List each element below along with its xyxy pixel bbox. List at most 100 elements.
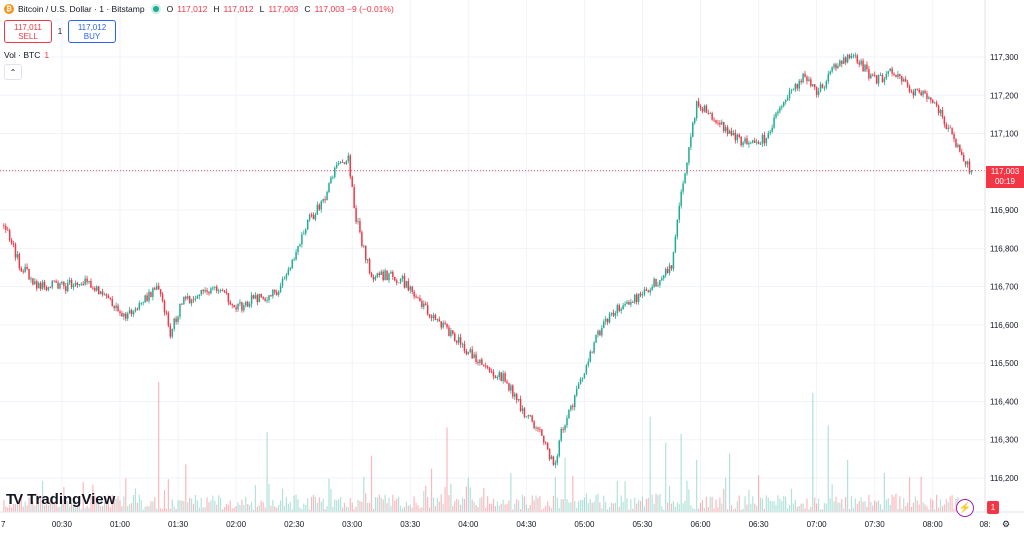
volume-bar: [212, 495, 214, 512]
volume-bar: [707, 507, 709, 512]
bitcoin-icon: ₿: [4, 4, 14, 14]
symbol-title[interactable]: Bitcoin / U.S. Dollar · 1 · Bitstamp: [18, 4, 145, 14]
candle-body: [185, 296, 187, 299]
volume-bar: [597, 493, 599, 512]
volume-bar: [816, 503, 818, 512]
volume-bar: [281, 488, 284, 512]
volume-bar: [303, 503, 305, 512]
candle-body: [450, 330, 452, 336]
volume-bar: [421, 507, 423, 512]
volume-bar: [626, 498, 628, 512]
candle-body: [798, 80, 800, 89]
candle-body: [812, 84, 814, 86]
candle-body: [24, 266, 26, 272]
volume-bar: [688, 489, 690, 512]
candle-body: [920, 92, 922, 96]
candle-body: [303, 233, 305, 235]
flash-icon[interactable]: ⚡: [956, 499, 974, 517]
volume-bar: [847, 460, 849, 512]
time-axis: 7 00:30 01:00 01:30 02:00 02:30 03:00 03:30 04:0…: [0, 511, 1024, 529]
candle-body: [932, 100, 934, 103]
volume-bar: [558, 508, 560, 512]
candle-body: [564, 425, 566, 430]
volume-bar: [732, 509, 735, 512]
candle-body: [496, 377, 499, 379]
volume-bar: [3, 499, 5, 512]
volume-bar: [16, 504, 19, 512]
volume-bar: [767, 497, 769, 512]
candle-body: [810, 79, 812, 86]
volume-legend[interactable]: Vol · BTC 1: [4, 50, 49, 60]
candle-body: [287, 269, 290, 275]
candle-body: [604, 318, 607, 322]
volume-bar: [250, 502, 253, 512]
volume-bar: [74, 507, 77, 512]
x-tick-label: 03:00: [342, 520, 363, 529]
candle-body: [873, 74, 876, 76]
candle-body: [577, 384, 580, 389]
candle-body: [959, 144, 961, 152]
volume-bar: [868, 494, 870, 512]
volume-bar: [109, 507, 111, 512]
candle-body: [65, 286, 67, 292]
candle-body: [274, 289, 276, 293]
volume-bar: [885, 499, 887, 512]
volume-bar: [82, 481, 84, 512]
candle-body: [728, 130, 731, 134]
volume-bar: [96, 497, 98, 512]
close-label: C: [304, 4, 311, 14]
volume-bar: [804, 508, 806, 512]
candle-body: [297, 246, 299, 253]
candle-body: [34, 281, 36, 285]
volume-bar: [297, 499, 299, 512]
candle-body: [721, 121, 723, 125]
volume-bar: [539, 495, 541, 512]
volume-bar: [202, 507, 204, 512]
volume-bar: [632, 508, 634, 512]
candle-body: [796, 84, 799, 89]
candle-body: [41, 281, 44, 289]
candle-body: [918, 89, 920, 93]
candle-body: [196, 296, 199, 299]
candle-body: [326, 192, 328, 201]
candle-body: [868, 69, 870, 79]
volume-bar: [165, 508, 168, 512]
volume-bar: [57, 507, 59, 512]
candle-body: [262, 297, 264, 299]
volume-bar: [941, 506, 944, 512]
candle-body: [239, 302, 241, 304]
volume-bar: [361, 501, 363, 512]
collapse-chevron-icon: ⌃: [9, 67, 17, 77]
volume-bar: [525, 504, 527, 512]
candle-body: [494, 376, 497, 379]
candle-body: [519, 398, 522, 411]
x-tick-label: 06:30: [749, 520, 770, 529]
volume-bar: [545, 505, 547, 512]
candle-body: [713, 119, 715, 121]
candle-body: [148, 291, 150, 301]
candle-body: [782, 101, 785, 107]
volume-bar: [440, 494, 442, 512]
volume-bar: [183, 501, 185, 512]
settings-icon[interactable]: ⚙: [1002, 519, 1011, 529]
volume-bar: [487, 496, 489, 512]
candle-body: [947, 127, 949, 130]
candle-body: [322, 199, 324, 202]
candle-body: [666, 269, 669, 273]
buy-button[interactable]: 117,012 BUY: [68, 20, 116, 43]
volume-bar: [28, 497, 30, 512]
volume-bar: [862, 501, 864, 512]
volume-bar: [638, 500, 640, 512]
collapse-legend-button[interactable]: ⌃: [4, 64, 22, 80]
alert-count-badge[interactable]: 1: [987, 501, 999, 514]
volume-bar: [235, 506, 237, 512]
volume-bar: [125, 478, 127, 512]
volume-bar: [169, 508, 171, 512]
volume-bar: [237, 502, 239, 512]
candle-body: [964, 161, 967, 165]
sell-button[interactable]: 117,011 SELL: [4, 20, 52, 43]
tradingview-logo[interactable]: TV TradingView: [6, 491, 115, 508]
volume-bar: [560, 499, 562, 512]
